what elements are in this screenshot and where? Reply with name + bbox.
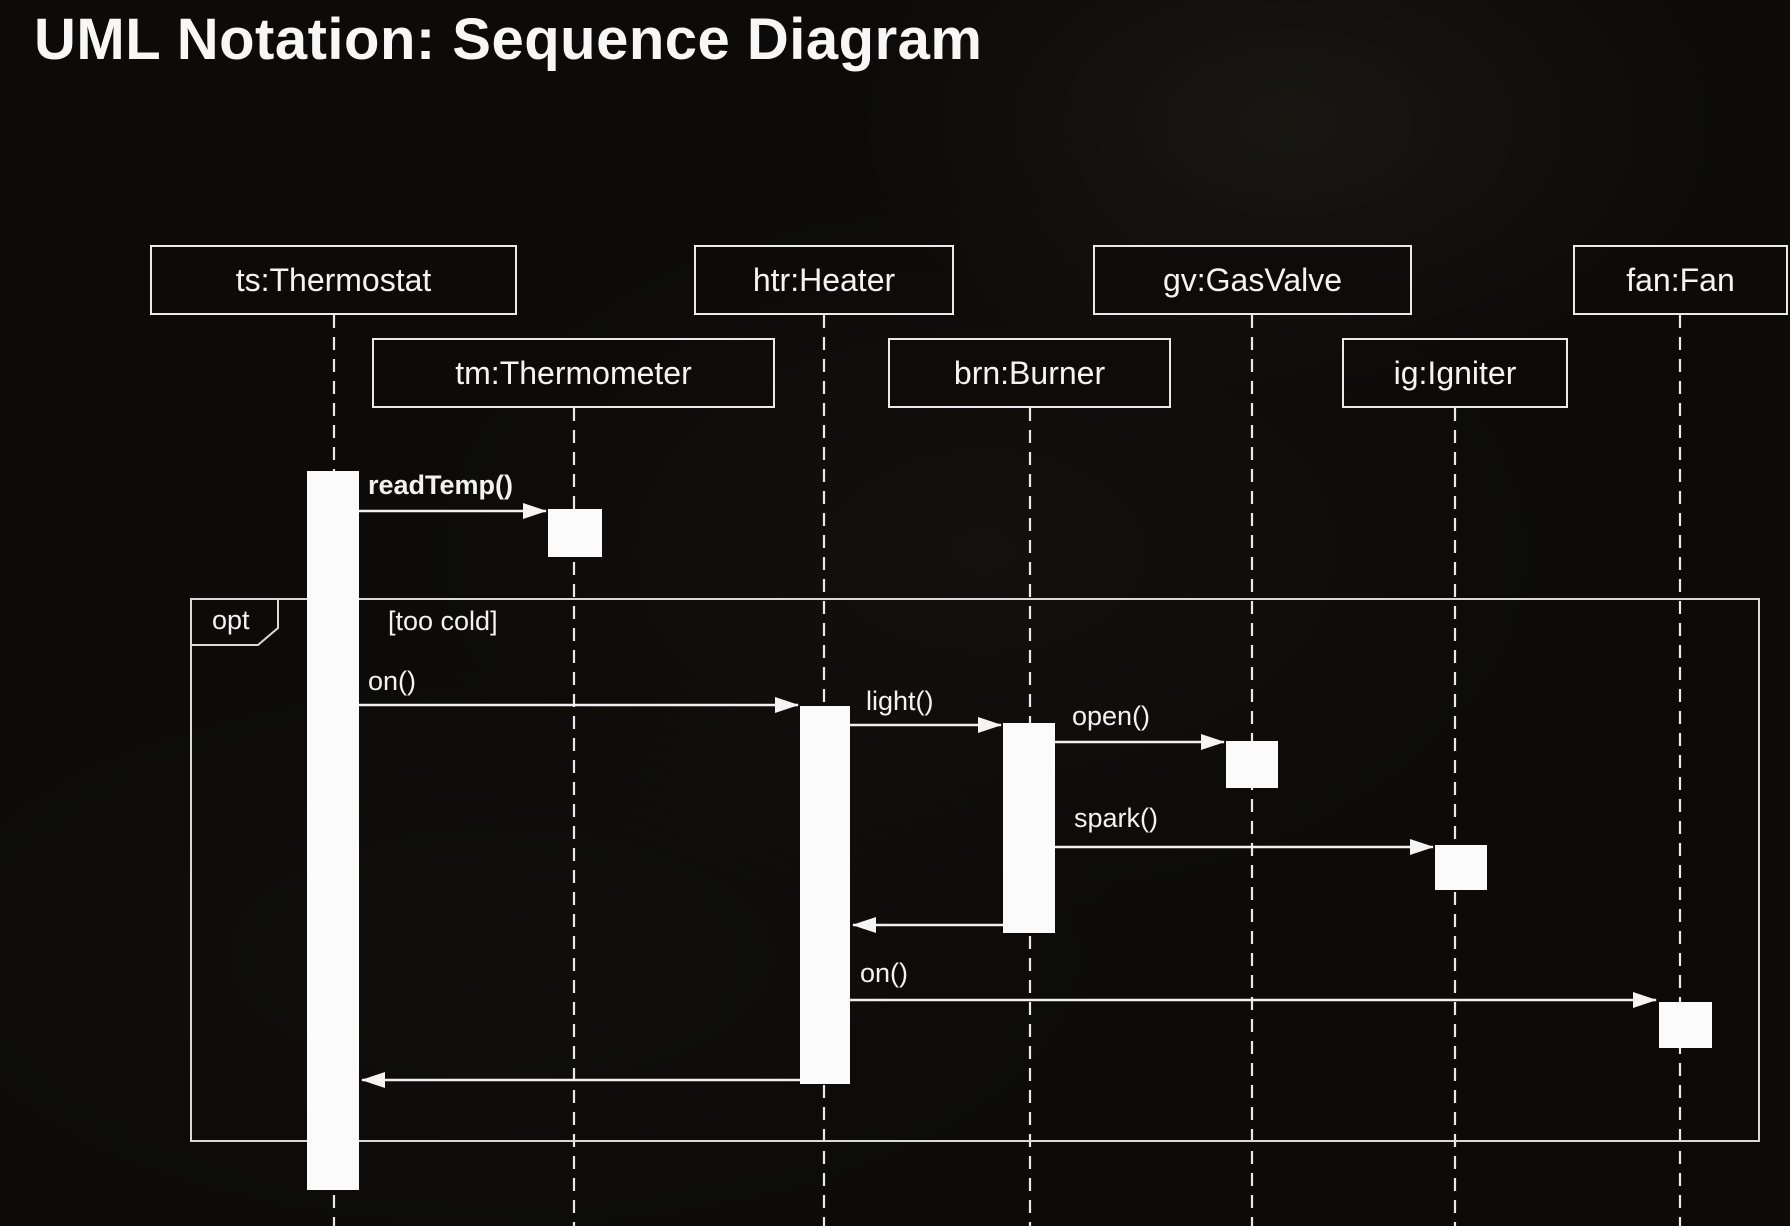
fragment-operator-label: opt: [212, 605, 250, 635]
lifeline-head-gasvalve: gv:GasValve: [1093, 245, 1412, 315]
lifeline-label-heater: htr:Heater: [752, 261, 896, 298]
activation-igniter: [1435, 845, 1487, 890]
lifeline-label-fan: fan:Fan: [1626, 261, 1735, 298]
lifeline-label-thermostat: ts:Thermostat: [235, 261, 432, 298]
lifeline-label-igniter: ig:Igniter: [1393, 354, 1517, 391]
activation-thermometer: [548, 509, 602, 557]
lifeline-label-gasvalve: gv:GasValve: [1162, 261, 1343, 298]
lifeline-label-burner: brn:Burner: [953, 354, 1106, 391]
message-label-open: open(): [1072, 701, 1151, 731]
lifeline-head-thermostat: ts:Thermostat: [150, 245, 517, 315]
activation-burner: [1003, 723, 1055, 933]
lifeline-head-thermometer: tm:Thermometer: [372, 338, 775, 408]
message-label-on-fan: on(): [860, 958, 909, 988]
message-label-on-heater: on(): [368, 666, 417, 696]
opt-fragment-frame: [190, 598, 1760, 1142]
message-label-spark: spark(): [1074, 803, 1159, 833]
message-label-light: light(): [866, 686, 934, 716]
message-label-readtemp: readTemp(): [368, 470, 514, 500]
activation-gasvalve: [1226, 741, 1278, 788]
slide-title: UML Notation: Sequence Diagram: [34, 7, 983, 72]
lifeline-head-fan: fan:Fan: [1573, 245, 1788, 315]
activation-heater: [800, 706, 850, 1084]
lifeline-label-thermometer: tm:Thermometer: [455, 354, 692, 391]
activation-thermostat: [307, 471, 359, 1190]
fragment-guard-label: [too cold]: [388, 606, 498, 636]
activation-fan: [1659, 1002, 1712, 1048]
lifeline-head-heater: htr:Heater: [694, 245, 954, 315]
lifeline-head-igniter: ig:Igniter: [1342, 338, 1568, 408]
lifeline-head-burner: brn:Burner: [888, 338, 1171, 408]
